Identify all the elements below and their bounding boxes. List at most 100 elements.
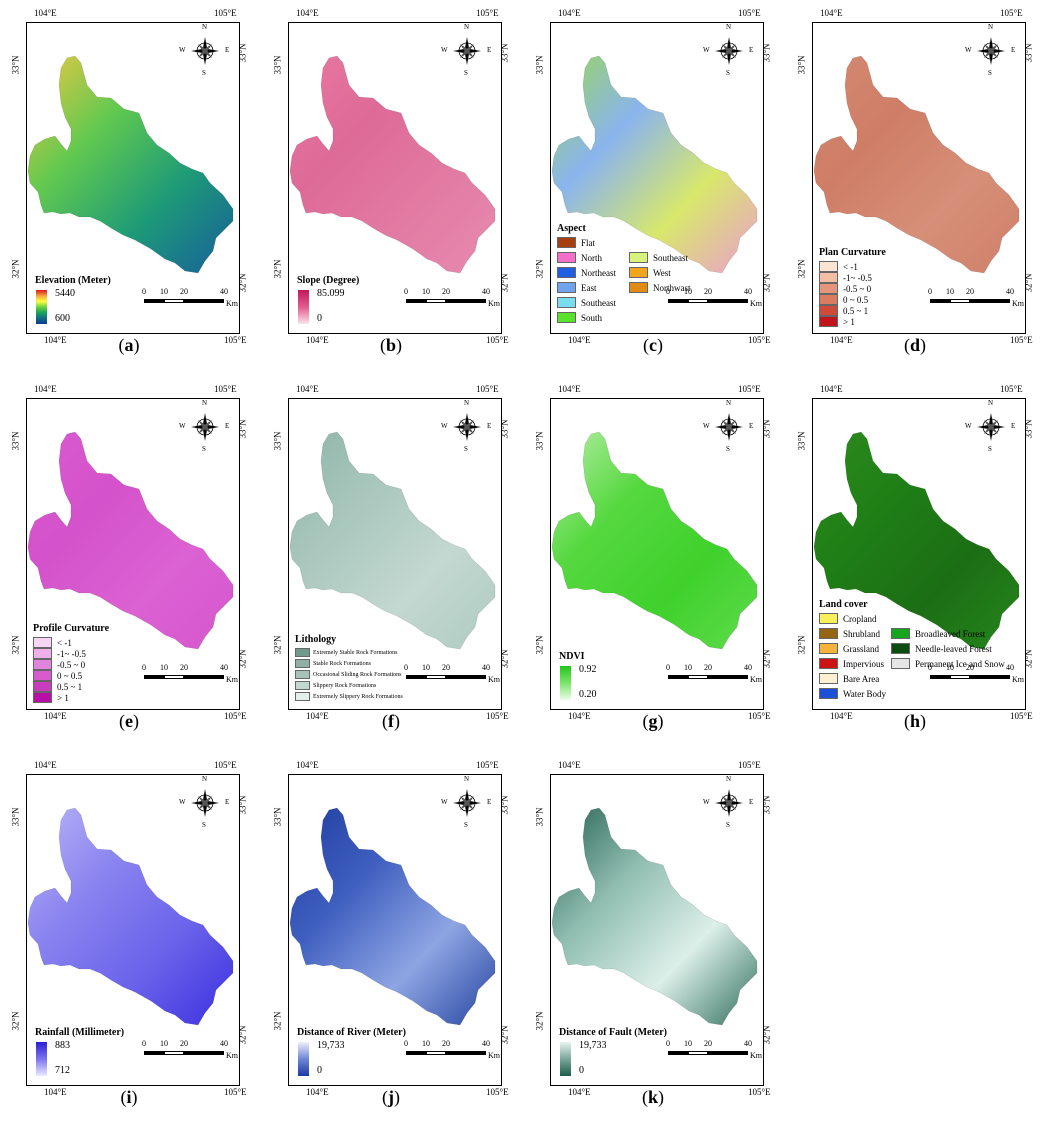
legend-item: 0 ~ 0.5 <box>819 294 868 305</box>
legend-item-label: > 1 <box>843 316 855 327</box>
latitude-label-left-top: 33°N <box>10 55 21 75</box>
scale-segment <box>950 675 970 679</box>
compass-north-label: N <box>464 23 470 31</box>
longitude-label-top-right: 105°E <box>476 384 499 394</box>
legend-item-label: Extremely Stable Rock Formations <box>313 649 398 656</box>
legend-swatch <box>819 688 838 699</box>
latitude-label-left-bottom: 32°N <box>10 259 21 279</box>
legend-high-value: 19,733 <box>317 1040 345 1051</box>
map-panel-c: 104°E 105°E 104°E 105°E 33°N 32°N 33°N 32°N N S E W… <box>524 0 782 372</box>
compass-east-label: E <box>749 46 754 54</box>
compass-rose-icon: N S E W <box>441 399 491 453</box>
longitude-label-bottom-left: 104°E <box>306 335 329 345</box>
basin-shape <box>289 807 496 1026</box>
scale-bar: 0 10 20 40 Km <box>666 663 762 689</box>
scale-segment <box>970 675 1010 679</box>
legend-item: > 1 <box>819 316 855 327</box>
map-panel-a: 104°E 105°E 104°E 105°E 33°N 32°N 33°N 32°N N S E W… <box>0 0 258 372</box>
compass-west-label: W <box>179 46 186 54</box>
longitude-label-top-left: 104°E <box>558 760 581 770</box>
scale-segment <box>950 299 970 303</box>
compass-south-label: S <box>988 69 992 77</box>
scale-unit-label: Km <box>750 675 762 684</box>
legend-low-value: 600 <box>55 313 70 324</box>
basin-shape <box>27 55 234 274</box>
legend-swatch <box>629 282 648 293</box>
panel-letter: (b) <box>379 335 402 355</box>
legend-item-label: Northeast <box>581 267 616 278</box>
map-frame: N S E W 0 10 20 40 Km Rainfall (Millimeter) 883 712 <box>26 774 240 1086</box>
latitude-label-left-bottom: 32°N <box>534 635 545 655</box>
scale-tick-label: 20 <box>180 663 188 672</box>
compass-south-label: S <box>202 821 206 829</box>
longitude-label-top-right: 105°E <box>476 760 499 770</box>
panel-letter-text: a <box>124 335 134 355</box>
compass-west-label: W <box>441 422 448 430</box>
longitude-label-bottom-left: 104°E <box>306 711 329 721</box>
scale-unit-label: Km <box>226 1051 238 1060</box>
longitude-label-top-left: 104°E <box>34 384 57 394</box>
panel-letter-text: b <box>385 335 396 355</box>
legend-high-value: 0.92 <box>579 664 597 675</box>
compass-north-label: N <box>726 775 732 783</box>
basin-shape <box>551 807 758 1026</box>
legend-item: Slippery Rock Formations <box>295 681 376 690</box>
latitude-label-left-bottom: 32°N <box>796 259 807 279</box>
legend-item: East <box>557 282 597 293</box>
legend-item: 0.5 ~ 1 <box>33 681 82 692</box>
compass-west-label: W <box>179 798 186 806</box>
legend-low-value: 0 <box>579 1065 584 1076</box>
compass-rose-icon: N S E W <box>179 23 229 77</box>
legend-item-label: Stable Rock Formations <box>313 660 371 667</box>
compass-rose-icon: N S E W <box>179 775 229 829</box>
compass-south-label: S <box>464 445 468 453</box>
legend-low-value: 0 <box>317 313 322 324</box>
basin-map <box>289 431 496 650</box>
legend-title: Land cover <box>819 599 868 610</box>
compass-west-label: W <box>965 422 972 430</box>
map-panel-d: 104°E 105°E 104°E 105°E 33°N 32°N 33°N 32°N N S E W… <box>786 0 1044 372</box>
scale-tick-label: 20 <box>704 1039 712 1048</box>
scale-segment <box>688 1051 708 1055</box>
legend-item: Permanent Ice and Snow <box>891 658 1005 669</box>
latitude-label-left-top: 33°N <box>796 55 807 75</box>
scale-bar: 0 10 20 40 Km <box>928 663 1024 689</box>
legend-color-ramp <box>560 666 571 700</box>
legend-swatch <box>33 670 52 681</box>
panel-letter-text: i <box>126 1087 132 1107</box>
compass-east-label: E <box>225 798 230 806</box>
longitude-label-bottom-right: 105°E <box>224 711 247 721</box>
map-panel-k: 104°E 105°E 104°E 105°E 33°N 32°N 33°N 32°N N S E W… <box>524 752 782 1124</box>
legend-title: Plan Curvature <box>819 247 886 258</box>
compass-east-label: E <box>225 422 230 430</box>
map-panel-b: 104°E 105°E 104°E 105°E 33°N 32°N 33°N 32°N N S E W… <box>262 0 520 372</box>
compass-north-label: N <box>202 23 208 31</box>
legend-swatch <box>557 297 576 308</box>
scale-tick-label: 40 <box>220 287 228 296</box>
scale-unit-label: Km <box>226 675 238 684</box>
legend-item-label: Southeast <box>581 297 616 308</box>
scale-tick-label: 0 <box>666 287 670 296</box>
legend-item: Flat <box>557 237 595 248</box>
legend-item-label: Permanent Ice and Snow <box>915 658 1005 669</box>
scale-tick-label: 0 <box>142 1039 146 1048</box>
compass-south-label: S <box>202 69 206 77</box>
legend-title: Profile Curvature <box>33 623 110 634</box>
legend-low-value: 0 <box>317 1065 322 1076</box>
compass-north-label: N <box>726 399 732 407</box>
scale-tick-label: 10 <box>160 1039 168 1048</box>
scale-tick-label: 10 <box>946 663 954 672</box>
longitude-label-bottom-left: 104°E <box>568 1087 591 1097</box>
legend-title: NDVI <box>559 651 585 662</box>
basin-map <box>551 807 758 1026</box>
legend-item-label: < -1 <box>843 261 858 272</box>
scale-segment <box>688 299 708 303</box>
legend-item: Occasional Sliding Rock Formations <box>295 670 402 679</box>
compass-south-label: S <box>726 445 730 453</box>
longitude-label-top-left: 104°E <box>34 760 57 770</box>
scale-segment <box>406 675 426 679</box>
legend-high-value: 85.099 <box>317 288 345 299</box>
scale-bar: 0 10 20 40 Km <box>142 287 238 313</box>
compass-east-label: E <box>225 46 230 54</box>
